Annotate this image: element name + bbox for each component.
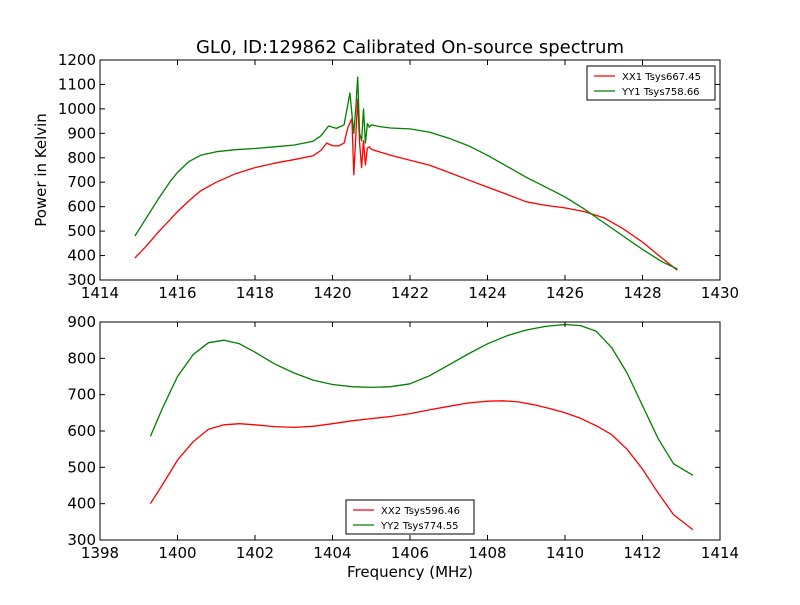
x-tick-label: 1414 — [81, 284, 119, 302]
legend: XX2 Tsys596.46 YY2 Tsys774.55 — [345, 499, 475, 535]
y-tick-label: 1200 — [58, 51, 96, 69]
x-tick-label: 1398 — [81, 544, 119, 562]
x-tick-label: 1428 — [623, 284, 661, 302]
x-tick-label: 1400 — [158, 544, 196, 562]
top-axes: 1414 1416 1418 1420 1422 1424 1426 1428 1430 300 4… — [32, 51, 739, 302]
y-tick-label: 400 — [67, 495, 96, 513]
y-tick-label: 400 — [67, 247, 96, 265]
bottom-axes: 1398 1400 1402 1404 1406 1408 1410 1412 1414 300 4… — [67, 313, 739, 581]
series-line-xx — [134, 98, 678, 271]
x-tick-label: 1420 — [313, 284, 351, 302]
y-tick-label: 500 — [67, 222, 96, 240]
x-tick-label: 1402 — [236, 544, 274, 562]
series-line-xx — [149, 400, 694, 531]
x-tick-label: 1404 — [313, 544, 351, 562]
y-tick-label: 800 — [67, 149, 96, 167]
x-tick-label: 1426 — [546, 284, 584, 302]
legend-entry-label: XX2 Tsys596.46 — [381, 506, 460, 517]
x-tick-label: 1416 — [158, 284, 196, 302]
legend-entry-label: XX1 Tsys667.45 — [622, 72, 701, 83]
x-tick-label: 1412 — [623, 544, 661, 562]
y-tick-label: 700 — [67, 173, 96, 191]
y-tick-label: 500 — [67, 458, 96, 476]
x-axis-label: Frequency (MHz) — [347, 563, 473, 581]
y-tick-label: 600 — [67, 198, 96, 216]
x-tick-label: 1410 — [546, 544, 584, 562]
series-line-yy — [149, 323, 694, 476]
y-tick-label: 300 — [67, 531, 96, 549]
x-tick-label: 1408 — [468, 544, 506, 562]
legend-entry-label: YY2 Tsys774.55 — [380, 521, 459, 532]
x-tick-label: 1424 — [468, 284, 506, 302]
y-tick-label: 700 — [67, 386, 96, 404]
legend-box — [586, 65, 716, 101]
y-axis-label: Power in Kelvin — [32, 113, 50, 227]
x-tick-label: 1414 — [701, 544, 739, 562]
series-line-yy — [134, 76, 678, 270]
legend-entry-label: YY1 Tsys758.66 — [621, 87, 700, 98]
legend-box — [345, 499, 475, 535]
y-tick-label: 1000 — [58, 100, 96, 118]
x-tick-label: 1430 — [701, 284, 739, 302]
y-tick-label: 300 — [67, 271, 96, 289]
x-tick-label: 1406 — [391, 544, 429, 562]
y-tick-label: 900 — [67, 313, 96, 331]
y-tick-label: 1100 — [58, 75, 96, 93]
x-tick-label: 1418 — [236, 284, 274, 302]
x-tick-label: 1422 — [391, 284, 429, 302]
y-tick-label: 600 — [67, 422, 96, 440]
y-tick-label: 800 — [67, 349, 96, 367]
y-tick-label: 900 — [67, 124, 96, 142]
chart-title: GL0, ID:129862 Calibrated On-source spec… — [196, 37, 624, 58]
legend: XX1 Tsys667.45 YY1 Tsys758.66 — [586, 65, 716, 101]
